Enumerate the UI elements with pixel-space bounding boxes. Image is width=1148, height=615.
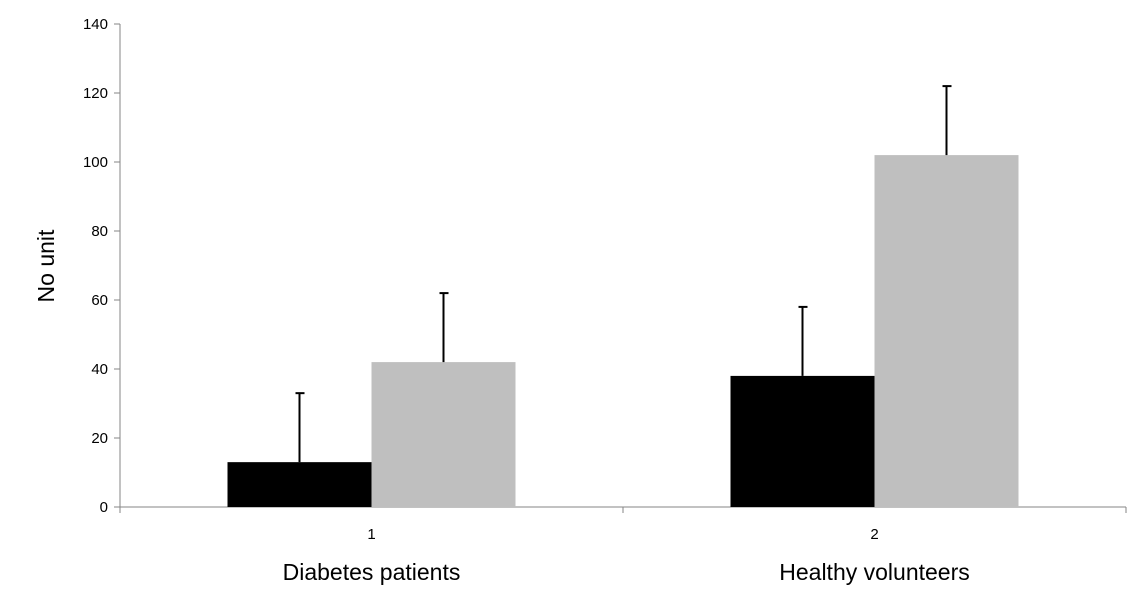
y-tick-label: 0 <box>100 499 108 516</box>
y-tick-label: 40 <box>91 361 108 378</box>
bar <box>227 462 372 507</box>
x-tick-label: 2 <box>870 526 878 543</box>
x-axis: 1 Diabetes patients 2 Healthy volunteers <box>119 506 1127 585</box>
bar <box>730 375 875 507</box>
y-tick-label: 20 <box>91 430 108 447</box>
y-tick-label: 140 <box>83 16 108 33</box>
x-group-label: Diabetes patients <box>283 559 461 585</box>
y-tick-label: 60 <box>91 292 108 309</box>
bar <box>874 155 1019 507</box>
x-tick-label: 1 <box>367 526 375 543</box>
error-bars <box>295 85 952 463</box>
y-tick-label: 100 <box>83 154 108 171</box>
y-axis: 0 20 40 60 80 100 120 140 <box>83 16 121 516</box>
y-tick-label: 120 <box>83 85 108 102</box>
bars <box>227 155 1019 507</box>
x-group-label: Healthy volunteers <box>779 559 970 585</box>
y-axis-title: No unit <box>33 229 59 302</box>
y-tick-label: 80 <box>91 223 108 240</box>
bar <box>371 362 516 507</box>
